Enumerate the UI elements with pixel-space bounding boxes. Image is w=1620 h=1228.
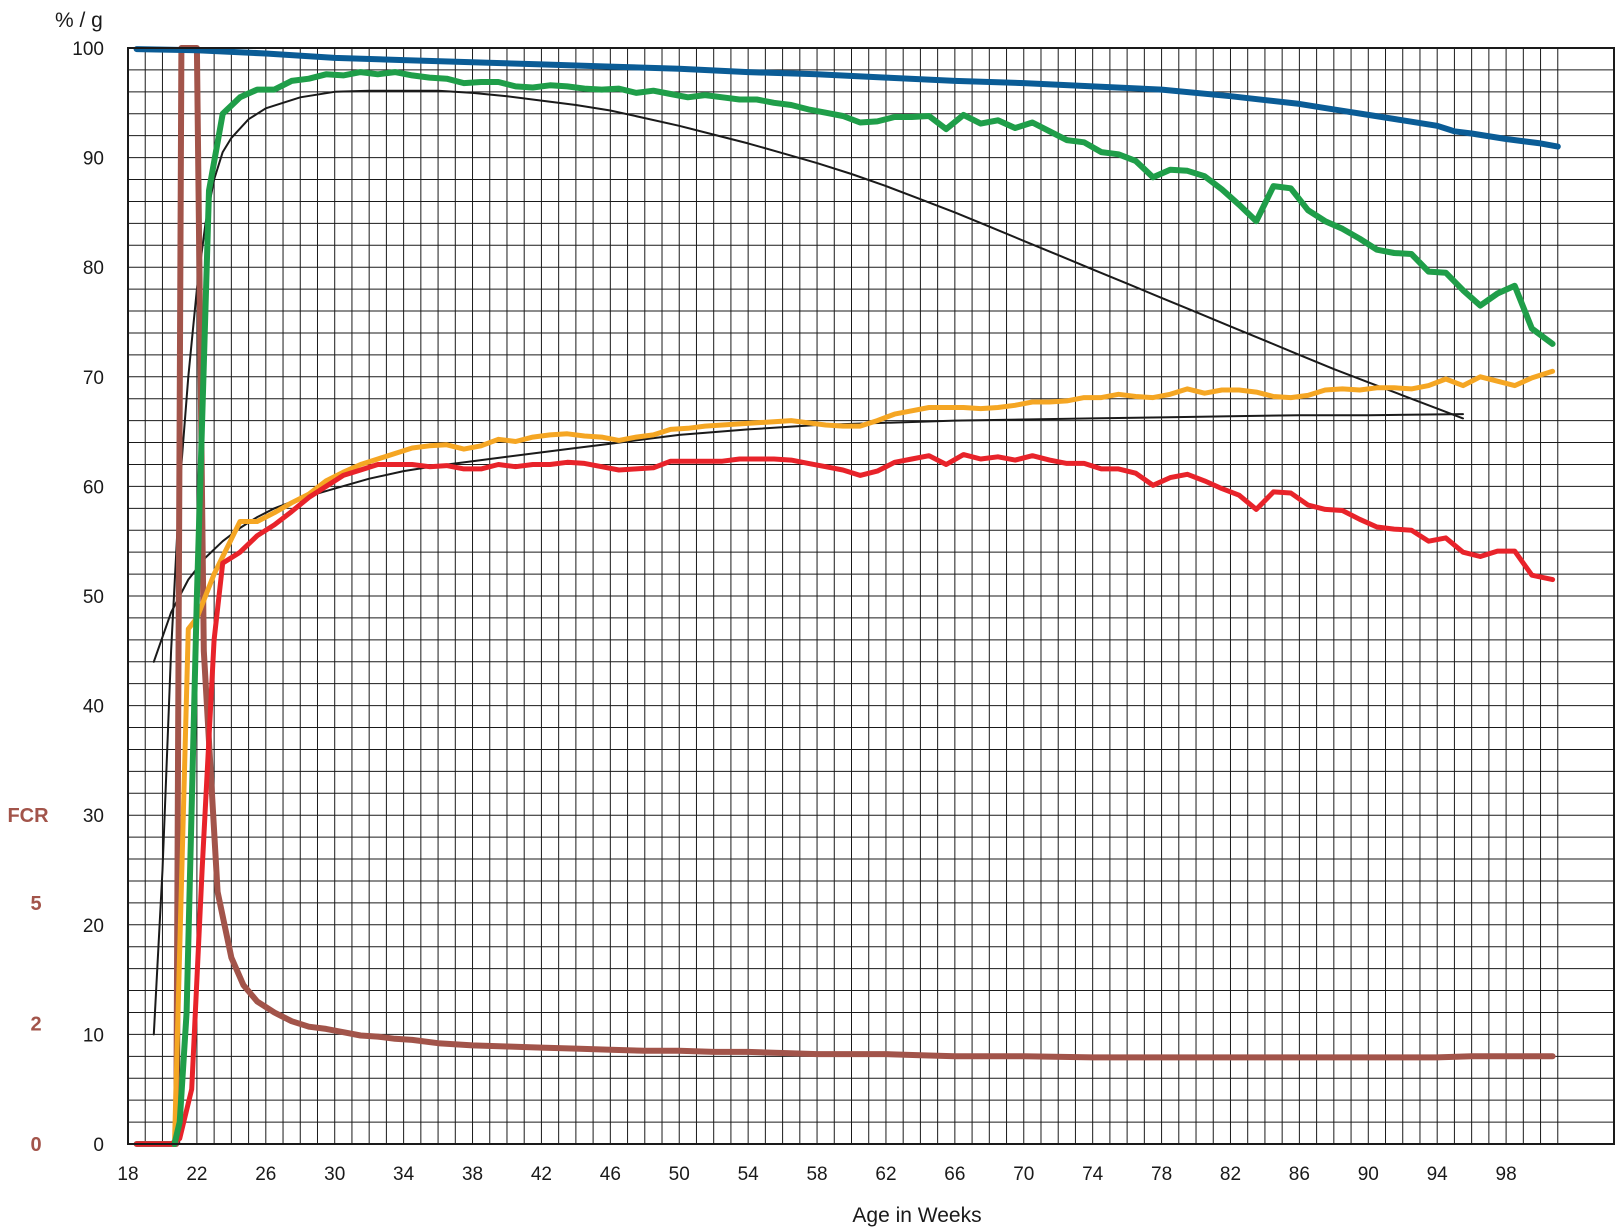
x-tick-label: 62 [875, 1164, 896, 1185]
y-tick-label: 10 [83, 1025, 104, 1046]
series-line-egg-mass [134, 452, 1556, 1147]
series-layer [133, 45, 1561, 1147]
y-tick-label: 80 [83, 258, 104, 279]
y-tick-label: 50 [83, 587, 104, 608]
x-tick-label: 78 [1151, 1164, 1172, 1185]
x-tick-label: 30 [324, 1164, 345, 1185]
x-tick-label: 98 [1496, 1164, 1517, 1185]
x-tick-label: 90 [1358, 1164, 1379, 1185]
y-tick-label: 30 [83, 806, 104, 827]
series-line-fcr [133, 45, 1556, 1147]
x-axis-label: Age in Weeks [852, 1204, 981, 1227]
fcr-axis-label: FCR [7, 805, 49, 827]
x-tick-label: 58 [806, 1164, 827, 1185]
x-tick-label: 42 [531, 1164, 552, 1185]
y-tick-label: 20 [83, 916, 104, 937]
series-line-standard-production [152, 89, 1464, 1036]
x-tick-label: 34 [393, 1164, 415, 1185]
x-tick-label: 86 [1289, 1164, 1310, 1185]
series-line-livability [133, 46, 1561, 150]
fcr-tick-label: 2 [30, 1013, 41, 1035]
x-tick-label: 26 [255, 1164, 276, 1185]
y-tick-label: 0 [93, 1135, 104, 1156]
fcr-tick-label: 0 [30, 1134, 41, 1156]
x-tick-label: 22 [186, 1164, 207, 1185]
grid [128, 48, 1614, 1144]
series-line-production [171, 69, 1556, 1147]
x-tick-label: 94 [1427, 1164, 1449, 1185]
x-tick-label: 74 [1082, 1164, 1104, 1185]
x-tick-label: 70 [1013, 1164, 1034, 1185]
x-tick-labels: 18 22 26 30 34 38 42 46 50 54 58 62 66 70 74 78 82 86 90 94… [117, 1164, 1516, 1185]
x-tick-label: 50 [669, 1164, 690, 1185]
fcr-tick-label: 5 [30, 893, 41, 915]
series-line-egg-weight [172, 368, 1556, 1147]
y-tick-label: 40 [83, 697, 104, 718]
y-tick-label: 60 [83, 477, 104, 498]
y-axis-label: % / g [55, 9, 103, 32]
series-line-standard-egg-weight [152, 413, 1464, 663]
y-tick-label: 90 [83, 149, 104, 170]
x-tick-label: 82 [1220, 1164, 1241, 1185]
y-tick-label: 70 [83, 368, 104, 389]
plot-frame [127, 47, 1615, 1145]
x-tick-label: 46 [600, 1164, 621, 1185]
fcr-tick-labels: 0 2 5 FCR [7, 805, 49, 1156]
y-tick-label: 100 [72, 39, 104, 60]
y-tick-labels: 0 10 20 30 40 50 60 70 80 90 100 [72, 39, 104, 1156]
x-tick-label: 66 [944, 1164, 965, 1185]
x-tick-label: 38 [462, 1164, 483, 1185]
x-tick-label: 54 [738, 1164, 760, 1185]
x-tick-label: 18 [117, 1164, 138, 1185]
